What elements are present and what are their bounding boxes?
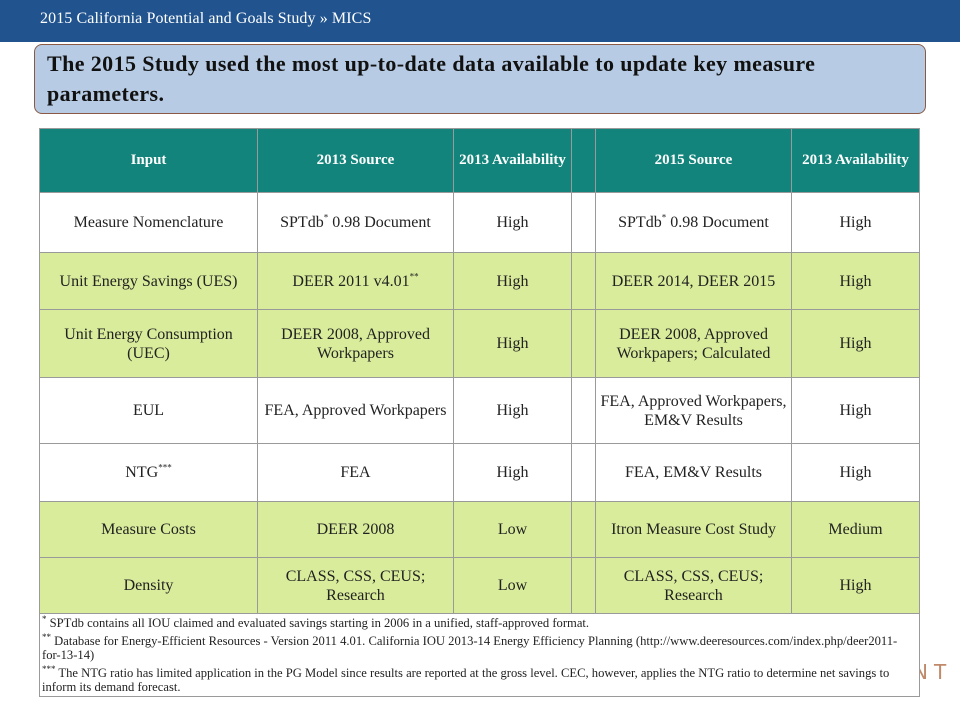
cell-2013-source: SPTdb* 0.98 Document (257, 192, 454, 253)
cell-2015-availability: High (791, 309, 920, 378)
cell-2013-source: FEA (257, 443, 454, 502)
cell-2015-source: FEA, EM&V Results (595, 443, 792, 502)
cell-input: Unit Energy Consumption (UEC) (39, 309, 258, 378)
table-row: Unit Energy Consumption (UEC) DEER 2008,… (39, 309, 920, 378)
cell-2013-availability: Low (453, 557, 572, 614)
cell-2015-source: CLASS, CSS, CEUS; Research (595, 557, 792, 614)
header-input: Input (39, 128, 258, 193)
header-2013-source: 2013 Source (257, 128, 454, 193)
cell-2013-availability: High (453, 192, 572, 253)
cell-2015-source: FEA, Approved Workpapers, EM&V Results (595, 377, 792, 444)
cell-2013-source: CLASS, CSS, CEUS; Research (257, 557, 454, 614)
table-row: Density CLASS, CSS, CEUS; Research Low C… (39, 557, 920, 614)
cell-spacer (571, 252, 596, 310)
cell-2015-availability: High (791, 252, 920, 310)
header-2015-source: 2015 Source (595, 128, 792, 193)
cell-2015-source: DEER 2014, DEER 2015 (595, 252, 792, 310)
cell-spacer (571, 377, 596, 444)
breadcrumb: 2015 California Potential and Goals Stud… (40, 10, 372, 27)
cell-spacer (571, 501, 596, 558)
cell-spacer (571, 557, 596, 614)
cell-2015-source: DEER 2008, Approved Workpapers; Calculat… (595, 309, 792, 378)
headline-text: The 2015 Study used the most up-to-date … (47, 51, 816, 106)
footnotes-cell: * SPTdb contains all IOU claimed and eva… (39, 613, 920, 697)
cell-spacer (571, 192, 596, 253)
cell-2013-source: DEER 2011 v4.01** (257, 252, 454, 310)
parameters-table: Input 2013 Source 2013 Availability 2015… (39, 128, 920, 697)
cell-2013-source: DEER 2008 (257, 501, 454, 558)
cell-2013-availability: High (453, 377, 572, 444)
table-row: Unit Energy Savings (UES) DEER 2011 v4.0… (39, 252, 920, 310)
cell-input: EUL (39, 377, 258, 444)
cell-2013-availability: High (453, 309, 572, 378)
cell-spacer (571, 443, 596, 502)
footnote: *** The NTG ratio has limited applicatio… (42, 663, 890, 694)
header-spacer (571, 128, 596, 193)
header-2013-availability: 2013 Availability (453, 128, 572, 193)
cell-input: NTG*** (39, 443, 258, 502)
cell-2015-availability: High (791, 557, 920, 614)
cell-2015-availability: Medium (791, 501, 920, 558)
table-row: NTG*** FEA High FEA, EM&V Results High (39, 443, 920, 502)
cell-2013-availability: Low (453, 501, 572, 558)
cell-spacer (571, 309, 596, 378)
slide-headline: The 2015 Study used the most up-to-date … (34, 44, 926, 114)
footnote: * SPTdb contains all IOU claimed and eva… (42, 613, 590, 630)
cell-2013-availability: High (453, 443, 572, 502)
cell-input: Measure Costs (39, 501, 258, 558)
cell-input: Density (39, 557, 258, 614)
cell-input: Measure Nomenclature (39, 192, 258, 253)
table-header-row: Input 2013 Source 2013 Availability 2015… (39, 128, 920, 193)
cell-2015-availability: High (791, 377, 920, 444)
cell-2013-source: FEA, Approved Workpapers (257, 377, 454, 444)
cell-input: Unit Energy Savings (UES) (39, 252, 258, 310)
footnotes-row: * SPTdb contains all IOU claimed and eva… (39, 613, 920, 697)
header-2015-availability: 2013 Availability (791, 128, 920, 193)
table-row: Measure Costs DEER 2008 Low Itron Measur… (39, 501, 920, 558)
table-row: EUL FEA, Approved Workpapers High FEA, A… (39, 377, 920, 444)
footnote: ** Database for Energy-Efficient Resourc… (42, 631, 898, 662)
cell-2015-source: SPTdb* 0.98 Document (595, 192, 792, 253)
cell-2013-availability: High (453, 252, 572, 310)
cell-2015-source: Itron Measure Cost Study (595, 501, 792, 558)
top-bar: 2015 California Potential and Goals Stud… (0, 0, 960, 42)
cell-2013-source: DEER 2008, Approved Workpapers (257, 309, 454, 378)
cell-2015-availability: High (791, 443, 920, 502)
cell-2015-availability: High (791, 192, 920, 253)
table-row: Measure Nomenclature SPTdb* 0.98 Documen… (39, 192, 920, 253)
